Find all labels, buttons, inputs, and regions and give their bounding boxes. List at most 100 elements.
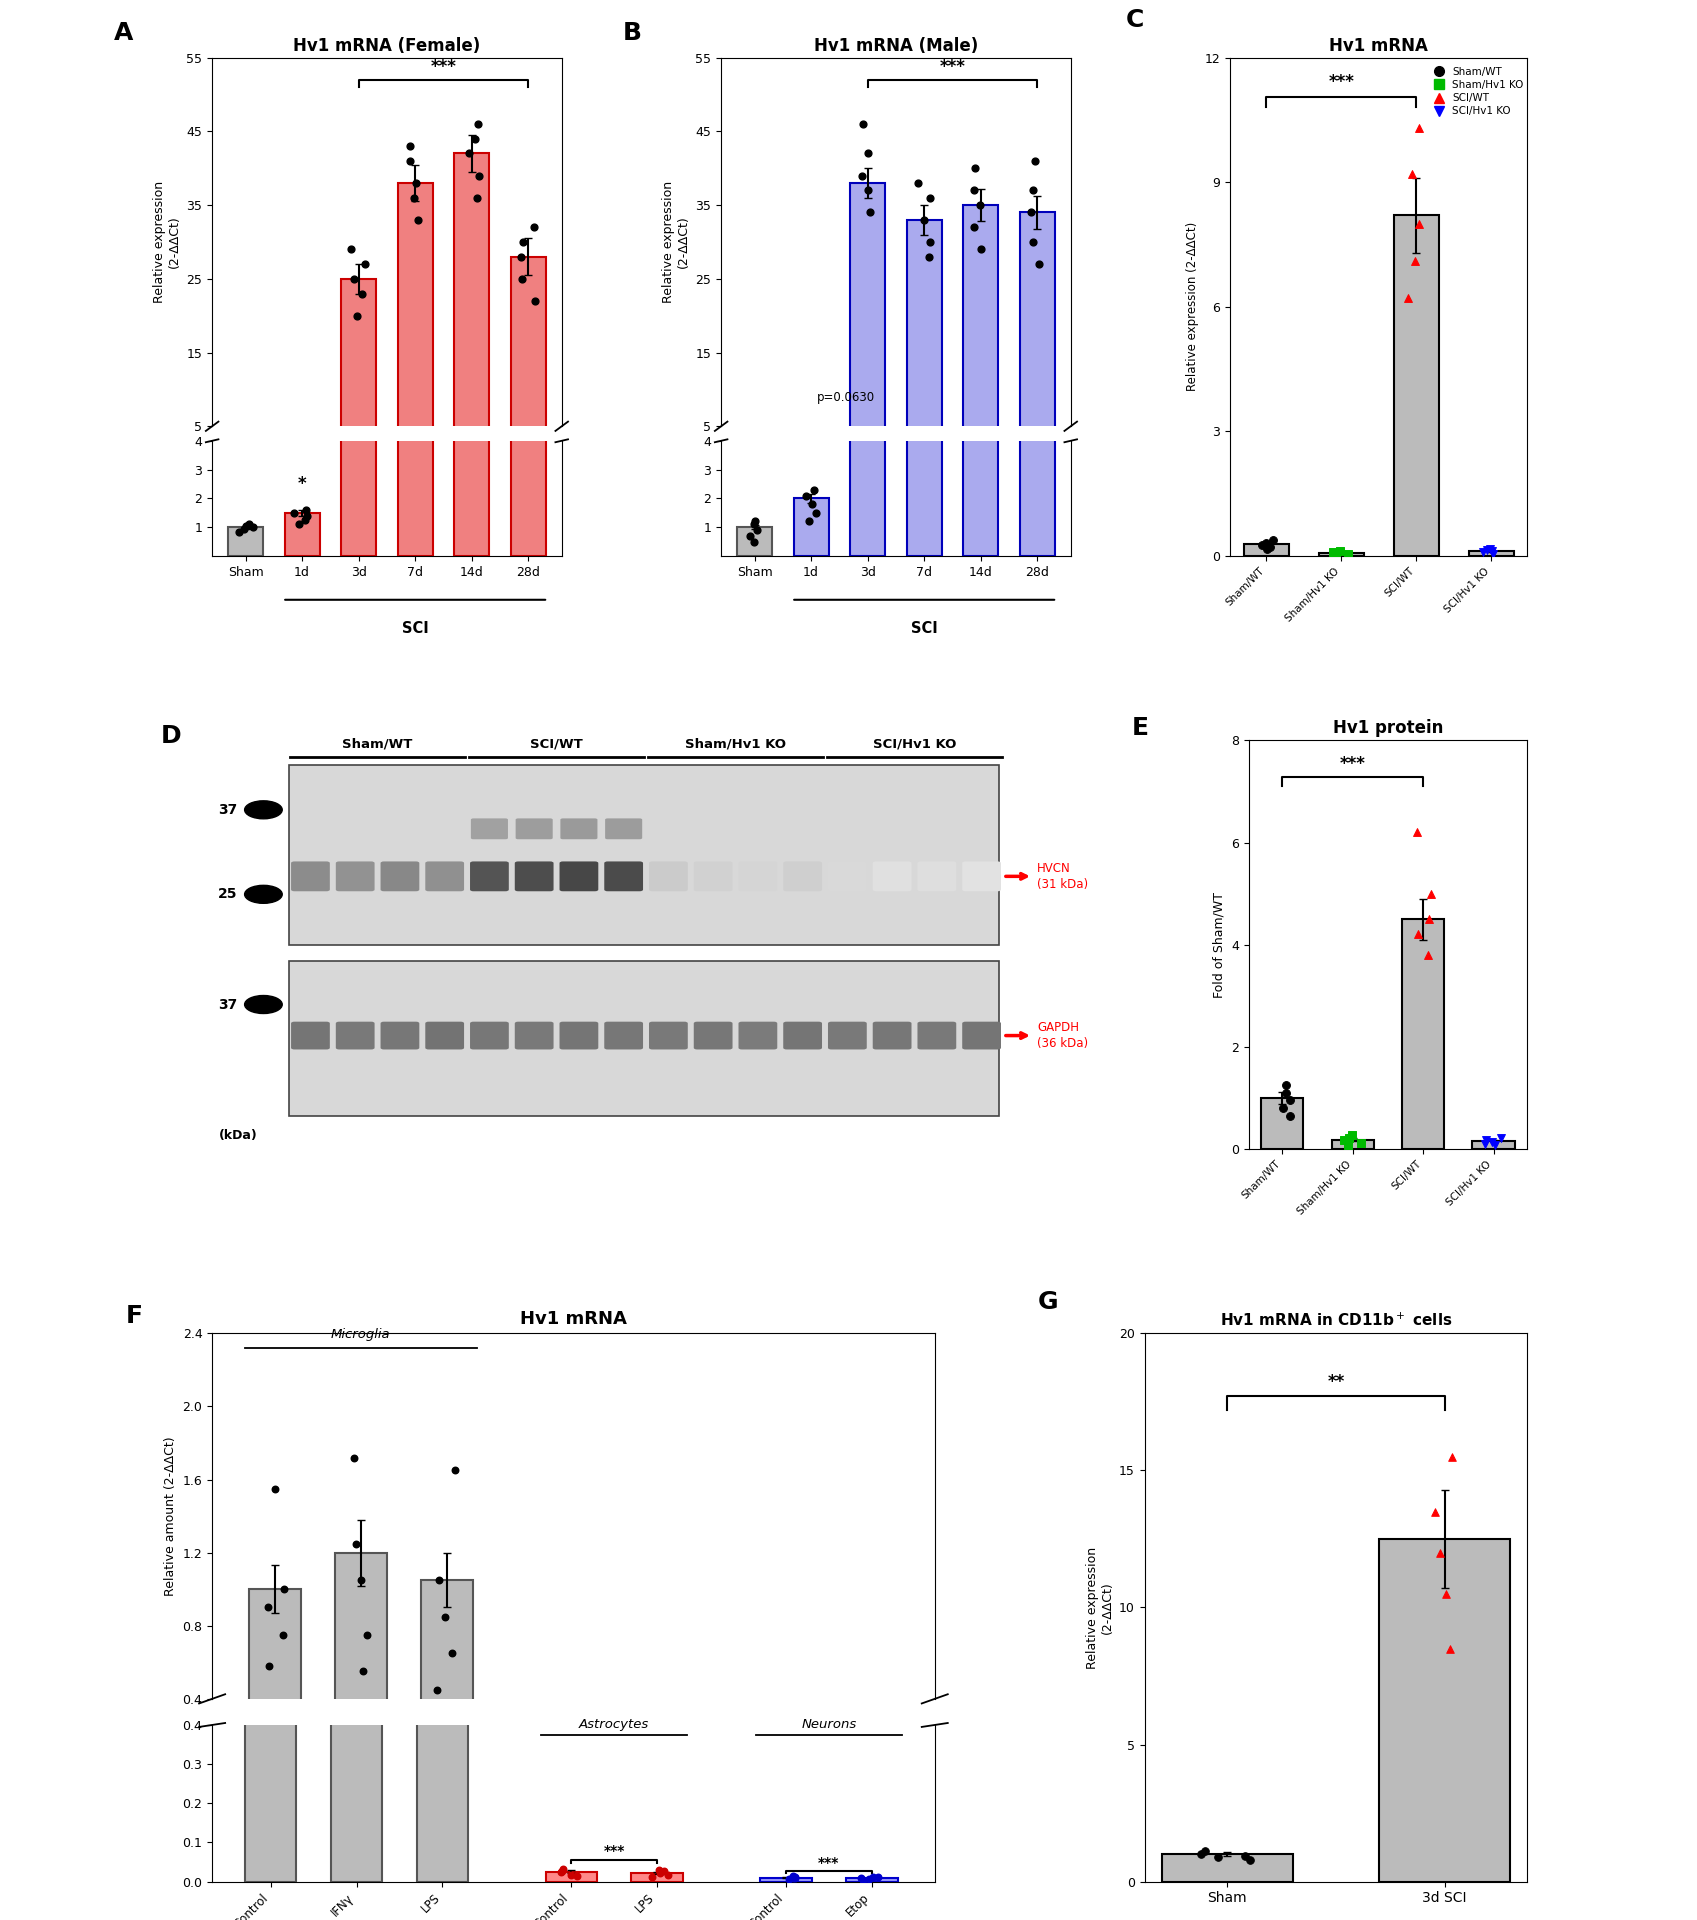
Point [796, 507, 823, 538]
Point [1252, 528, 1280, 559]
FancyBboxPatch shape [516, 818, 553, 839]
Point [794, 430, 821, 461]
Point [288, 436, 316, 467]
Bar [227, 528, 263, 557]
Point [341, 1442, 368, 1473]
Point [1476, 534, 1504, 564]
Point [260, 1475, 287, 1505]
Point [287, 436, 314, 467]
Text: C: C [1127, 8, 1144, 33]
Bar [964, 0, 998, 557]
Point [638, 1862, 665, 1893]
Point [848, 1862, 876, 1893]
Point [961, 154, 988, 184]
FancyBboxPatch shape [514, 1021, 553, 1050]
Point [404, 204, 431, 234]
FancyBboxPatch shape [648, 862, 687, 891]
FancyBboxPatch shape [336, 862, 375, 891]
Point [1330, 1125, 1358, 1156]
Title: Hv1 mRNA: Hv1 mRNA [1329, 36, 1429, 54]
Point [1022, 146, 1049, 177]
Point [776, 1864, 803, 1895]
Point [226, 516, 253, 547]
Title: Hv1 protein: Hv1 protein [1332, 720, 1442, 737]
Point [1254, 534, 1281, 564]
Point [1473, 1125, 1500, 1156]
FancyBboxPatch shape [648, 1021, 687, 1050]
Point [779, 1862, 806, 1893]
Point [799, 490, 826, 520]
Point [1273, 1077, 1300, 1108]
Point [341, 263, 368, 294]
Point [967, 234, 994, 265]
Text: (kDa): (kDa) [219, 1129, 258, 1142]
Point [426, 1565, 453, 1596]
Bar [244, 1490, 297, 1882]
Point [961, 175, 988, 205]
Point [647, 1859, 674, 1889]
Point [1436, 1634, 1463, 1665]
Point [1405, 113, 1432, 144]
Point [351, 250, 378, 280]
Text: GAPDH
(36 kDa): GAPDH (36 kDa) [1037, 1021, 1088, 1050]
Point [848, 159, 876, 190]
Bar [397, 182, 433, 463]
Point [428, 1690, 455, 1720]
Point [557, 1753, 584, 1784]
Text: 37: 37 [219, 998, 238, 1012]
Point [916, 227, 944, 257]
Text: A: A [114, 21, 134, 44]
Point [272, 1574, 299, 1605]
Point [1276, 1100, 1303, 1131]
FancyBboxPatch shape [470, 818, 507, 839]
Point [740, 526, 767, 557]
Point [1473, 534, 1500, 564]
Bar [421, 1580, 472, 1772]
Bar [1393, 215, 1439, 557]
Point [1405, 920, 1432, 950]
Bar [1020, 213, 1056, 463]
Bar [341, 0, 377, 557]
FancyBboxPatch shape [560, 862, 599, 891]
Bar [906, 219, 942, 463]
Point [521, 286, 548, 317]
Point [643, 1753, 670, 1784]
Text: B: B [623, 21, 641, 44]
Point [260, 1640, 287, 1670]
Point [1188, 1837, 1215, 1868]
Point [509, 227, 536, 257]
Point [1414, 939, 1441, 970]
FancyBboxPatch shape [426, 1021, 463, 1050]
Text: ***: *** [431, 58, 456, 77]
FancyBboxPatch shape [828, 862, 867, 891]
FancyBboxPatch shape [292, 1021, 329, 1050]
Text: SCI/WT: SCI/WT [529, 737, 582, 751]
Point [787, 1755, 815, 1786]
Point [782, 1862, 809, 1893]
Bar [511, 257, 546, 463]
Bar [636, 1768, 687, 1772]
Point [1232, 1839, 1259, 1870]
Circle shape [244, 801, 282, 818]
Point [1269, 1092, 1297, 1123]
Bar [341, 278, 377, 463]
Point [1347, 1127, 1375, 1158]
Point [911, 204, 938, 234]
Text: ***: *** [604, 1843, 624, 1859]
FancyBboxPatch shape [380, 1021, 419, 1050]
FancyBboxPatch shape [872, 1021, 911, 1050]
Y-axis label: Relative expression (2-ΔΔCt): Relative expression (2-ΔΔCt) [1186, 223, 1200, 392]
Point [1020, 175, 1047, 205]
Bar [455, 0, 489, 557]
Bar [227, 455, 263, 463]
Point [1191, 1836, 1218, 1866]
Point [351, 1455, 378, 1486]
Point [246, 1572, 273, 1603]
Point [546, 1857, 574, 1887]
Point [462, 123, 489, 154]
Text: Sham/Hv1 KO: Sham/Hv1 KO [686, 737, 786, 751]
Point [803, 497, 830, 528]
Text: G: G [1037, 1290, 1059, 1313]
Text: Sham/WT: Sham/WT [343, 737, 412, 751]
Bar [1261, 1098, 1303, 1148]
